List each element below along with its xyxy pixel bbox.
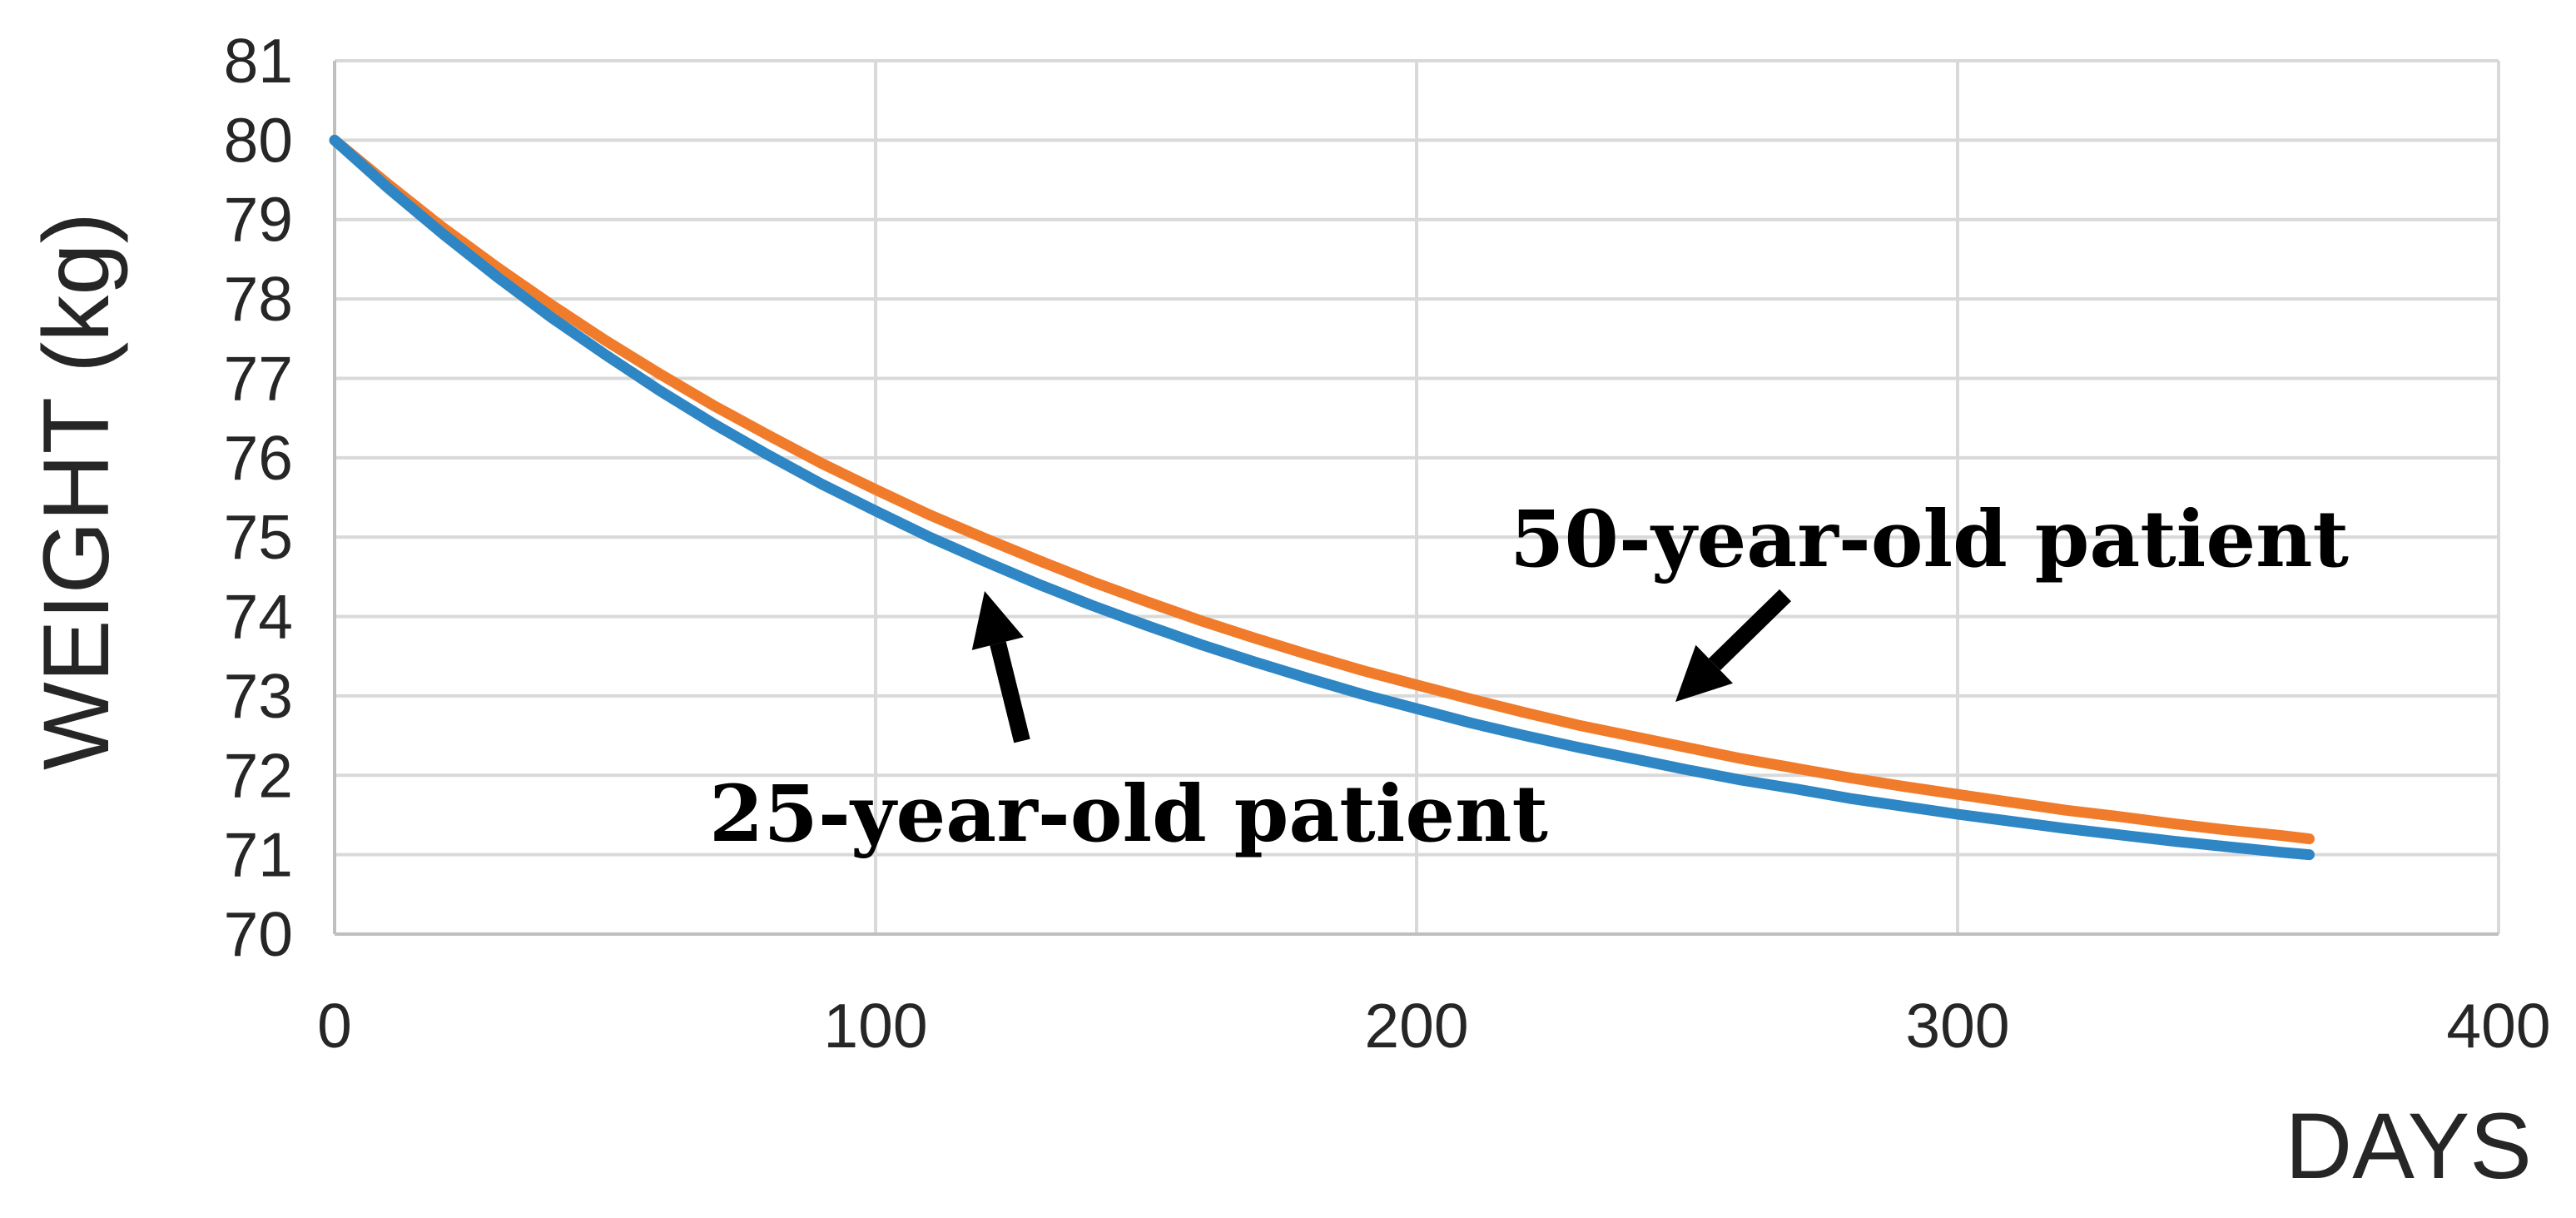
x-tick-label: 100 bbox=[823, 991, 927, 1061]
y-tick-label: 70 bbox=[224, 899, 293, 969]
x-tick-label: 300 bbox=[1905, 991, 2009, 1061]
gridlines bbox=[335, 59, 2500, 934]
series-lines bbox=[329, 134, 2315, 861]
x-axis-title: DAYS bbox=[2285, 1094, 2532, 1198]
y-tick-label: 77 bbox=[224, 343, 293, 413]
y-tick-label: 73 bbox=[224, 661, 293, 731]
y-tick-label: 72 bbox=[224, 740, 293, 810]
annotation-25-year-old: 25-year-old patient bbox=[709, 591, 1548, 860]
y-tick-label: 78 bbox=[224, 264, 293, 334]
x-tick-label: 200 bbox=[1364, 991, 1468, 1061]
annotation-25-label: 25-year-old patient bbox=[709, 768, 1548, 860]
x-axis-tick-labels: 0 100 200 300 400 bbox=[317, 991, 2550, 1061]
arrow-to-orange-line-icon bbox=[1675, 589, 1791, 702]
y-tick-label: 74 bbox=[224, 582, 293, 652]
y-tick-label: 75 bbox=[224, 502, 293, 572]
series-line-50-year-old-patient bbox=[329, 134, 2315, 845]
arrow-to-blue-line-icon bbox=[971, 591, 1030, 743]
y-tick-label: 80 bbox=[224, 105, 293, 175]
annotation-50-label: 50-year-old patient bbox=[1510, 494, 2349, 585]
annotation-50-year-old: 50-year-old patient bbox=[1510, 494, 2349, 702]
y-tick-label: 79 bbox=[224, 185, 293, 255]
y-tick-label: 71 bbox=[224, 820, 293, 890]
y-axis-tick-labels: 81 80 79 78 77 76 75 74 73 72 71 70 bbox=[224, 26, 293, 969]
series-line-25-year-old-patient bbox=[329, 134, 2315, 861]
y-tick-label: 76 bbox=[224, 423, 293, 493]
y-tick-label: 81 bbox=[224, 26, 293, 96]
y-axis-title: WEIGHT (kg) bbox=[24, 212, 128, 770]
x-tick-label: 0 bbox=[317, 991, 352, 1061]
x-tick-label: 400 bbox=[2446, 991, 2550, 1061]
axis-lines bbox=[333, 61, 2499, 936]
